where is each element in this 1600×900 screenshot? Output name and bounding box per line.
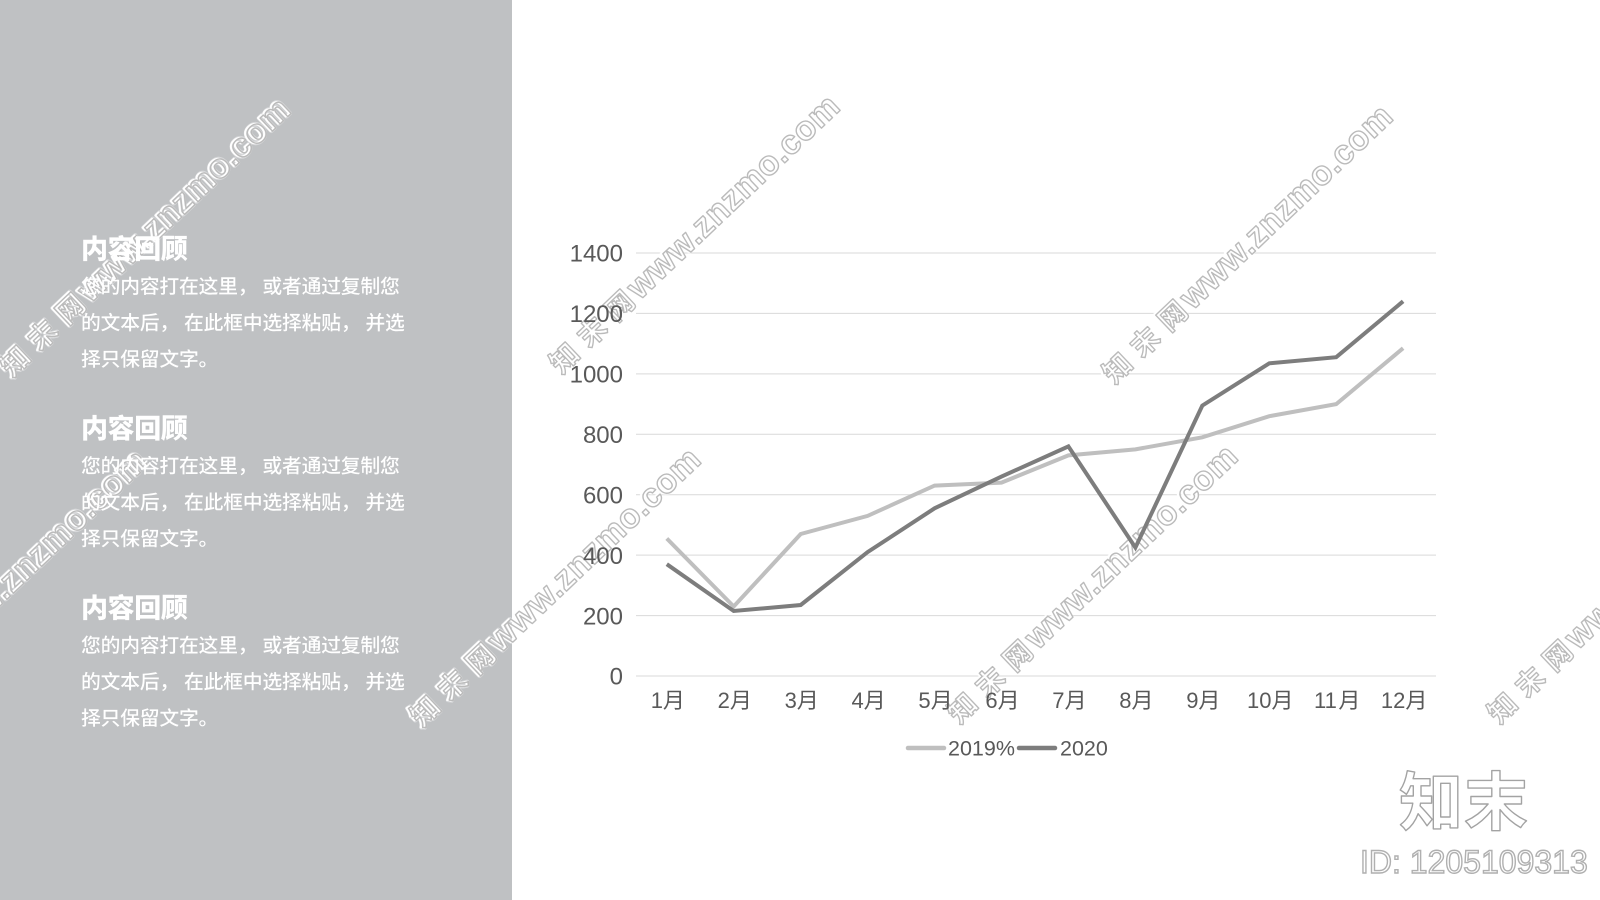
svg-text:400: 400 [583, 543, 623, 570]
svg-text:1: 1 [651, 688, 663, 713]
svg-text:5: 5 [918, 688, 930, 713]
svg-text:10: 10 [1247, 688, 1271, 713]
svg-text:4: 4 [852, 688, 864, 713]
svg-text:8: 8 [1119, 688, 1131, 713]
svg-text:200: 200 [583, 603, 623, 630]
svg-text:11: 11 [1314, 688, 1337, 713]
svg-text:800: 800 [583, 422, 623, 449]
svg-text:600: 600 [583, 482, 623, 509]
svg-text:2020: 2020 [1060, 737, 1108, 761]
svg-text:9: 9 [1186, 688, 1198, 713]
svg-text:1200: 1200 [570, 301, 623, 328]
svg-text:12: 12 [1381, 688, 1405, 713]
svg-text:1400: 1400 [570, 241, 623, 268]
svg-text:ID: 1205109313: ID: 1205109313 [1360, 844, 1588, 880]
svg-text:1000: 1000 [570, 362, 623, 389]
svg-text:2: 2 [718, 688, 730, 713]
svg-text:7: 7 [1052, 688, 1064, 713]
svg-text:3: 3 [785, 688, 797, 713]
svg-text:6: 6 [985, 688, 997, 713]
svg-text:0: 0 [610, 664, 623, 691]
svg-text:2019%: 2019% [948, 737, 1015, 761]
